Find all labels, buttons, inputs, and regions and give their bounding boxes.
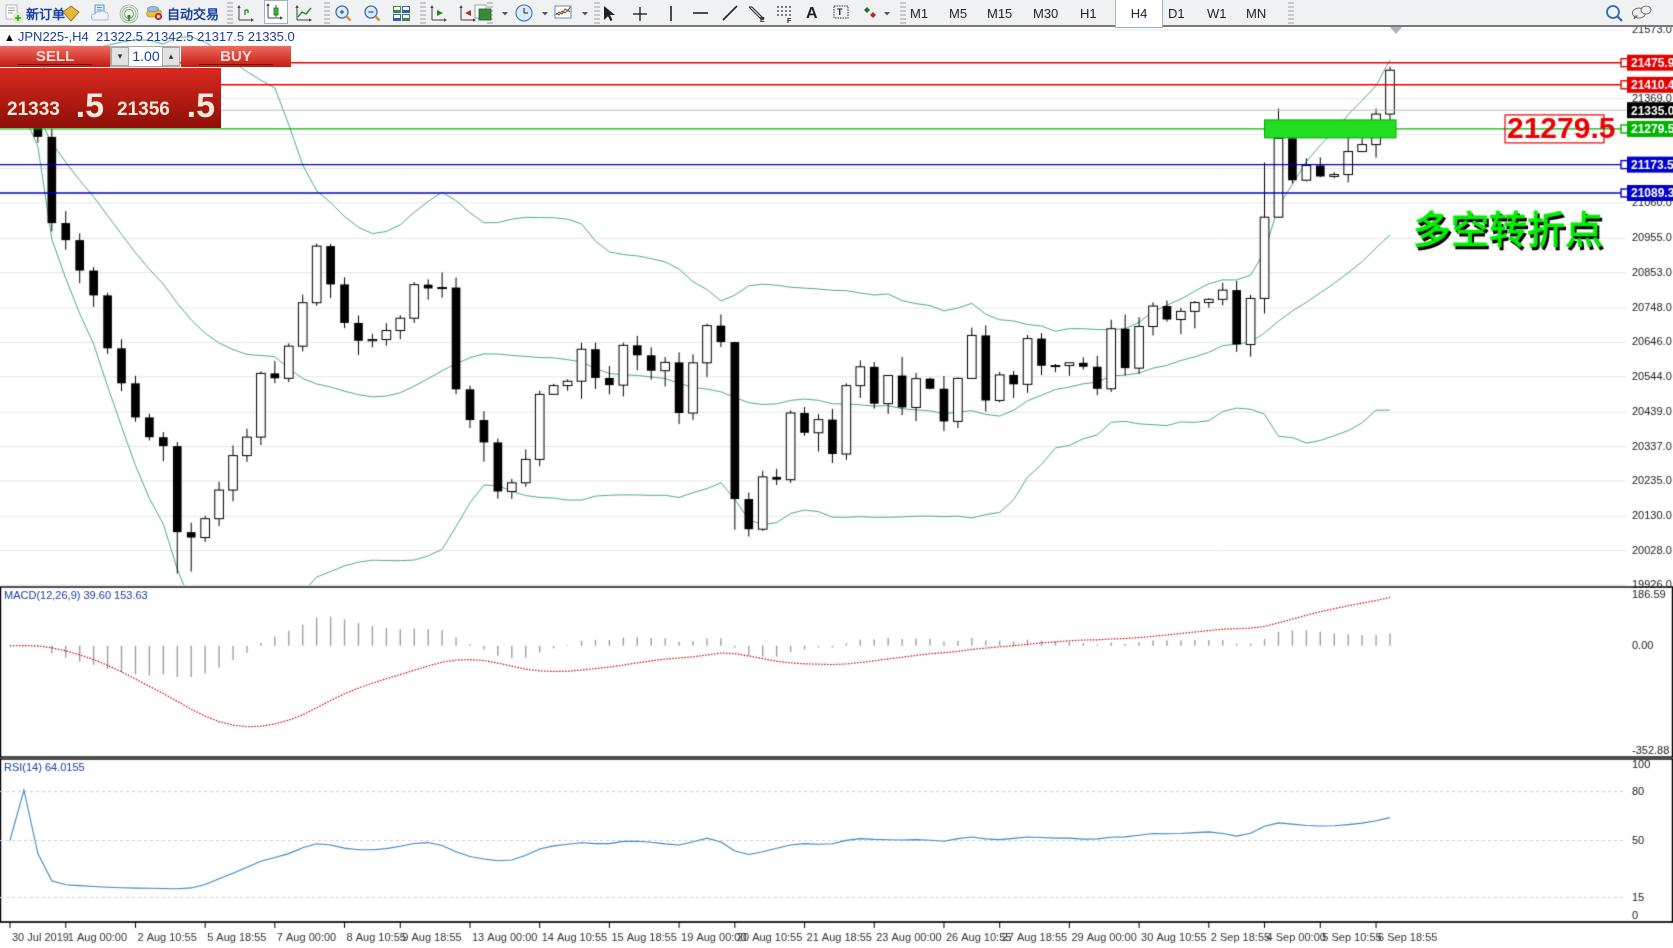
svg-text:F: F	[787, 18, 792, 24]
svg-text:T: T	[837, 7, 843, 17]
svg-text:E: E	[760, 17, 765, 24]
